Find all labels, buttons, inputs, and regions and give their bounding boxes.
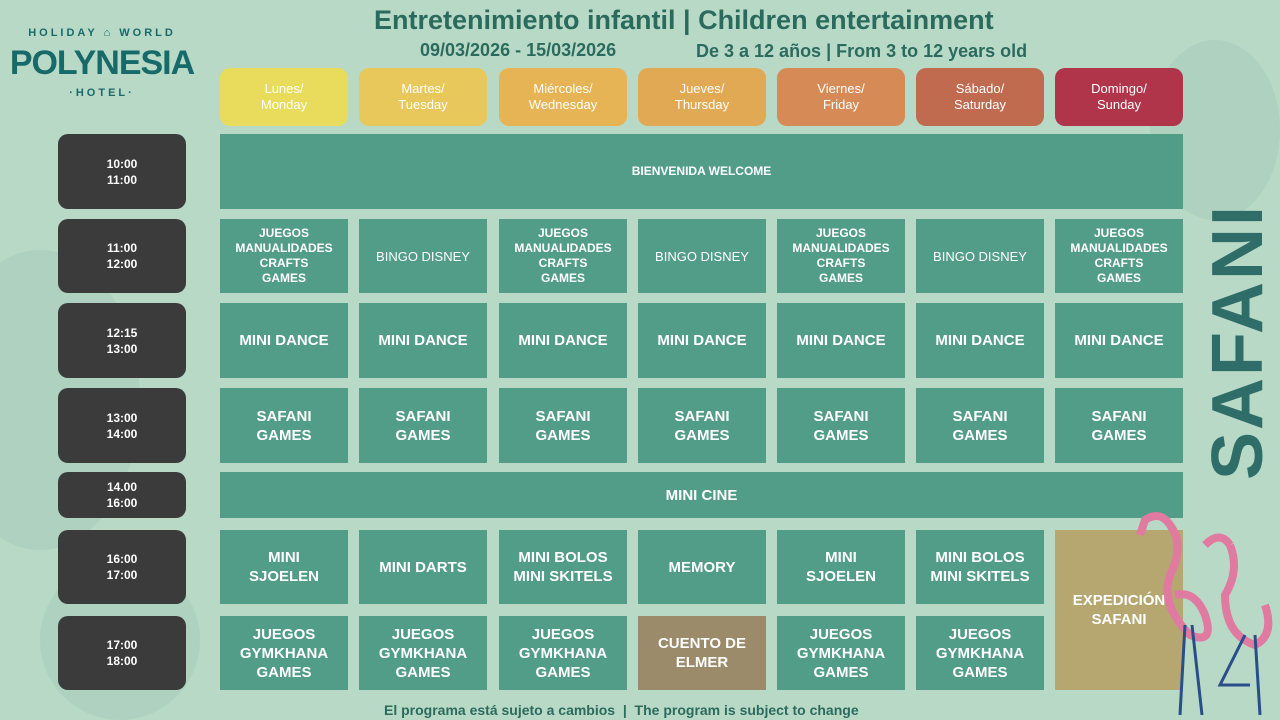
- day-header: Sábado/ Saturday: [916, 68, 1044, 126]
- activity-cell: SAFANI GAMES: [220, 388, 348, 463]
- time-slot: 12:15 13:00: [58, 303, 186, 378]
- time-slot: 16:00 17:00: [58, 530, 186, 604]
- logo-top-text: HOLIDAY ⌂ WORLD: [28, 27, 176, 39]
- activity-cell: SAFANI GAMES: [499, 388, 627, 463]
- day-header: Viernes/ Friday: [777, 68, 905, 126]
- activity-cell: JUEGOS MANUALIDADES CRAFTS GAMES: [777, 219, 905, 293]
- activity-cell: MINI SJOELEN: [220, 530, 348, 604]
- time-slot: 11:00 12:00: [58, 219, 186, 293]
- activity-cell: BINGO DISNEY: [916, 219, 1044, 293]
- activity-cell: JUEGOS GYMKHANA GAMES: [916, 616, 1044, 690]
- activity-cell: BINGO DISNEY: [638, 219, 766, 293]
- activity-cell: BIENVENIDA WELCOME: [220, 134, 1183, 209]
- day-header: Lunes/ Monday: [220, 68, 348, 126]
- logo-name: POLYNESIA: [9, 44, 195, 82]
- page-title: Entretenimiento infantil | Children ente…: [374, 5, 994, 35]
- activity-cell: JUEGOS GYMKHANA GAMES: [777, 616, 905, 690]
- activity-cell: MINI DANCE: [499, 303, 627, 378]
- activity-cell: SAFANI GAMES: [916, 388, 1044, 463]
- activity-cell: MINI DARTS: [359, 530, 487, 604]
- activity-cell: MINI DANCE: [359, 303, 487, 378]
- hotel-logo: HOLIDAY ⌂ WORLD POLYNESIA ·HOTEL·: [2, 26, 202, 100]
- activity-cell: BINGO DISNEY: [359, 219, 487, 293]
- activity-cell: JUEGOS MANUALIDADES CRAFTS GAMES: [499, 219, 627, 293]
- activity-cell: MINI CINE: [220, 472, 1183, 518]
- age-range: De 3 a 12 años | From 3 to 12 years old: [696, 41, 1028, 61]
- logo-sub: ·HOTEL·: [69, 87, 135, 99]
- day-header: Miércoles/ Wednesday: [499, 68, 627, 126]
- activity-cell: EXPEDICIÓN SAFANI: [1055, 530, 1183, 690]
- activity-cell: JUEGOS GYMKHANA GAMES: [359, 616, 487, 690]
- activity-cell: JUEGOS MANUALIDADES CRAFTS GAMES: [220, 219, 348, 293]
- flamingo-illustration: [1136, 512, 1273, 716]
- day-header: Jueves/ Thursday: [638, 68, 766, 126]
- activity-cell: CUENTO DE ELMER: [638, 616, 766, 690]
- activity-cell: MEMORY: [638, 530, 766, 604]
- activity-cell: SAFANI GAMES: [638, 388, 766, 463]
- time-slot: 14.00 16:00: [58, 472, 186, 518]
- activity-cell: MINI DANCE: [1055, 303, 1183, 378]
- activity-cell: SAFANI GAMES: [359, 388, 487, 463]
- footer-note: El programa está sujeto a cambios | The …: [384, 702, 859, 718]
- time-slot: 10:00 11:00: [58, 134, 186, 209]
- safani-text: SAFANI: [1197, 204, 1278, 481]
- activity-cell: MINI DANCE: [777, 303, 905, 378]
- activity-cell: MINI BOLOS MINI SKITELS: [499, 530, 627, 604]
- activity-cell: MINI SJOELEN: [777, 530, 905, 604]
- date-range: 09/03/2026 - 15/03/2026: [420, 40, 617, 60]
- time-slot: 13:00 14:00: [58, 388, 186, 463]
- activity-cell: JUEGOS MANUALIDADES CRAFTS GAMES: [1055, 219, 1183, 293]
- activity-cell: SAFANI GAMES: [1055, 388, 1183, 463]
- activity-cell: MINI DANCE: [220, 303, 348, 378]
- day-header: Domingo/ Sunday: [1055, 68, 1183, 126]
- activity-cell: SAFANI GAMES: [777, 388, 905, 463]
- activity-cell: MINI DANCE: [638, 303, 766, 378]
- safani-side-label: SAFANI: [1197, 195, 1278, 490]
- activity-cell: JUEGOS GYMKHANA GAMES: [220, 616, 348, 690]
- day-header: Martes/ Tuesday: [359, 68, 487, 126]
- activity-cell: MINI BOLOS MINI SKITELS: [916, 530, 1044, 604]
- time-slot: 17:00 18:00: [58, 616, 186, 690]
- activity-cell: MINI DANCE: [916, 303, 1044, 378]
- activity-cell: JUEGOS GYMKHANA GAMES: [499, 616, 627, 690]
